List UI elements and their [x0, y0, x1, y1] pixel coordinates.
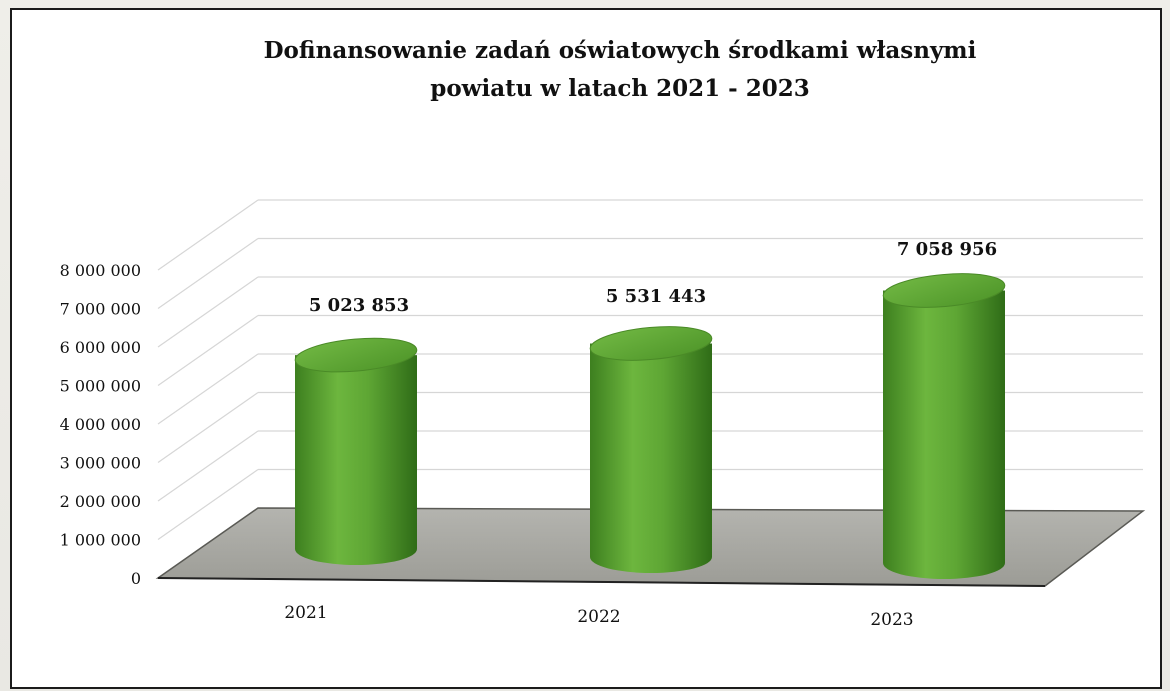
y-tick-label: 3 000 000: [60, 454, 141, 473]
gridline-diagonal: [157, 353, 259, 425]
bars: [294, 273, 1006, 579]
floor-front-edge: [157, 577, 1046, 587]
y-tick-label: 6 000 000: [60, 338, 141, 357]
bar-body: [590, 343, 712, 573]
y-tick-label: 8 000 000: [60, 261, 141, 280]
gridline-diagonal: [157, 469, 259, 540]
chart-title-line-1: Dofinansowanie zadań oświatowych środkam…: [264, 37, 977, 64]
data-labels: 5 023 853 5 531 443 7 058 956: [309, 239, 997, 316]
y-tick-label: 4 000 000: [60, 415, 141, 434]
category-label: 2021: [284, 603, 327, 623]
bar-top: [294, 337, 418, 373]
data-label: 5 023 853: [309, 295, 409, 316]
y-tick-label: 2 000 000: [60, 492, 141, 511]
y-axis-ticks: 0 1 000 000 2 000 000 3 000 000 4 000 000 5 0…: [60, 261, 141, 588]
gridline-diagonal: [157, 199, 259, 271]
x-axis-categories: 2021 2022 2023: [284, 603, 913, 630]
y-tick-label: 7 000 000: [60, 300, 141, 319]
gridline-diagonal: [157, 315, 259, 386]
category-label: 2022: [577, 607, 620, 627]
gridline-diagonal: [157, 430, 259, 502]
data-label: 5 531 443: [606, 286, 706, 307]
bar: [589, 326, 713, 573]
gridline-diagonal: [157, 392, 259, 463]
data-label: 7 058 956: [897, 239, 997, 260]
bar-body: [883, 290, 1005, 579]
y-tick-label: 1 000 000: [60, 531, 141, 550]
bar-top: [589, 326, 713, 361]
bar: [294, 337, 418, 565]
bar-top: [882, 273, 1006, 308]
gridline-diagonal: [157, 238, 259, 309]
chart-title-line-2: powiatu w latach 2021 - 2023: [430, 75, 810, 102]
category-label: 2023: [870, 610, 913, 630]
y-tick-label: 0: [131, 569, 141, 588]
chart-title: Dofinansowanie zadań oświatowych środkam…: [264, 37, 977, 102]
bar-body: [295, 355, 417, 565]
y-tick-label: 5 000 000: [60, 377, 141, 396]
gridline-diagonal: [157, 276, 259, 348]
bar: [882, 273, 1006, 579]
